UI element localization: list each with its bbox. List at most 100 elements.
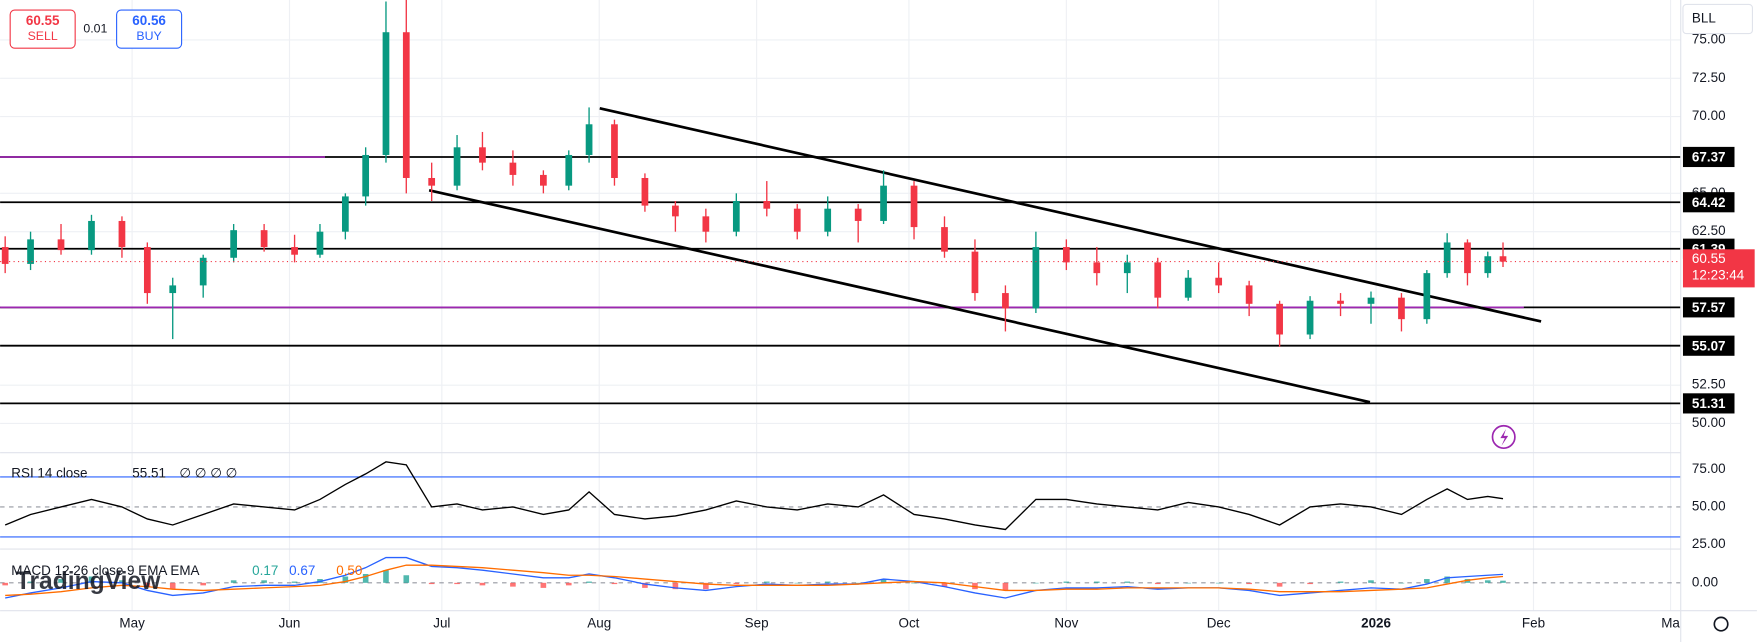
- histogram-bar: [1063, 581, 1070, 583]
- macd-line: [5, 556, 1504, 599]
- indicator-value: 55.51: [132, 465, 166, 480]
- candle-body: [362, 154, 370, 197]
- buy-label: BUY: [136, 29, 161, 43]
- x-tick-label: 2026: [1361, 616, 1391, 631]
- candle-body: [565, 154, 573, 186]
- x-tick-label: Sep: [745, 616, 769, 631]
- x-tick-label: Oct: [898, 616, 919, 631]
- histogram-bar: [1337, 581, 1344, 583]
- candle-body: [316, 231, 324, 255]
- last-price-tag: [1682, 249, 1755, 288]
- histogram-bar: [1246, 582, 1252, 585]
- indicator-name: RSI 14 close: [11, 465, 87, 480]
- symbol: BLL: [1692, 11, 1716, 26]
- histogram-bar: [855, 582, 861, 584]
- y-tick-label: 75.00: [1692, 461, 1726, 476]
- histogram-bar: [1033, 582, 1039, 584]
- histogram-bar: [454, 582, 460, 585]
- countdown: 12:23:44: [1692, 268, 1745, 283]
- price-axis-bg: [1680, 0, 1757, 642]
- histogram-bar: [1368, 580, 1374, 583]
- candle-body: [453, 147, 461, 186]
- candle-body: [611, 124, 618, 178]
- histogram-bar: [428, 582, 435, 585]
- sell-button[interactable]: [9, 9, 76, 49]
- histogram-bar: [1398, 582, 1405, 584]
- spread: 0.01: [83, 21, 107, 35]
- histogram-bar: [941, 582, 948, 587]
- histogram-bar: [1215, 582, 1222, 584]
- histogram-bar: [1424, 579, 1430, 583]
- level-tag: [1682, 393, 1735, 414]
- y-tick-label: 75.00: [1692, 31, 1726, 46]
- candle-body: [1276, 303, 1283, 335]
- candle-body: [1062, 247, 1070, 263]
- histogram-bar: [1500, 580, 1506, 583]
- level-tag: [1682, 192, 1735, 213]
- histogram-bar: [1124, 581, 1131, 583]
- indicator-value: 0.50: [336, 563, 362, 578]
- level-label: 51.31: [1692, 396, 1726, 411]
- histogram-bar: [763, 581, 770, 583]
- candle-body: [1002, 293, 1009, 309]
- histogram-bar: [1185, 582, 1192, 584]
- trendline: [428, 188, 1371, 404]
- histogram-bar: [510, 582, 516, 587]
- trendline: [599, 107, 1542, 323]
- candle-body: [702, 216, 710, 232]
- y-tick-label: 25.00: [1692, 536, 1726, 551]
- settings-icon[interactable]: [1713, 616, 1729, 632]
- sell-label: SELL: [28, 29, 58, 43]
- indicator-name: MACD 12 26 close 9 EMA EMA: [11, 563, 199, 578]
- symbol-box[interactable]: [1682, 3, 1753, 35]
- x-tick-label: Ma: [1661, 616, 1680, 631]
- candle-body: [402, 32, 410, 178]
- candle-body: [57, 239, 65, 251]
- candle-body: [1499, 256, 1507, 262]
- candle-body: [763, 201, 771, 209]
- level-label: 57.57: [1692, 300, 1726, 315]
- candle-body: [641, 177, 649, 206]
- x-tick-label: Nov: [1054, 616, 1078, 631]
- histogram-bar: [119, 580, 125, 583]
- histogram-bar: [230, 580, 237, 583]
- buy-button[interactable]: [116, 9, 183, 49]
- histogram-bar: [144, 582, 151, 587]
- candle-body: [1398, 297, 1405, 320]
- histogram-bar: [2, 582, 8, 586]
- histogram-bar: [58, 579, 64, 583]
- candle-body: [199, 257, 207, 286]
- candle-body: [1443, 242, 1451, 274]
- histogram-bar: [911, 582, 917, 584]
- histogram-bar: [586, 581, 592, 583]
- y-tick-label: 50.00: [1692, 498, 1726, 513]
- histogram-bar: [565, 582, 572, 586]
- candle-body: [793, 208, 801, 232]
- histogram-bar: [362, 573, 369, 583]
- sell-price: 60.55: [26, 13, 60, 28]
- x-tick-label: Aug: [587, 616, 611, 631]
- candle-body: [1093, 262, 1101, 274]
- histogram-bar: [169, 582, 176, 590]
- histogram-bar: [733, 582, 740, 585]
- candle-body: [1032, 247, 1040, 309]
- indicator-value: 0.67: [289, 563, 315, 578]
- candle-body: [1337, 300, 1344, 304]
- level-label: 55.07: [1692, 338, 1726, 353]
- level-tag: [1682, 146, 1735, 168]
- histogram-bar: [611, 582, 618, 585]
- histogram-bar: [1154, 582, 1161, 585]
- x-tick-label: May: [119, 616, 145, 631]
- histogram-bar: [261, 580, 267, 583]
- candle-body: [941, 227, 948, 252]
- candle-body: [732, 201, 740, 232]
- candle-body: [169, 285, 177, 294]
- rsi-line: [4, 461, 1504, 531]
- histogram-bar: [291, 581, 298, 583]
- candle-body: [291, 247, 298, 255]
- histogram-bar: [27, 581, 34, 583]
- candle-body: [1215, 277, 1223, 286]
- histogram-bar: [383, 570, 389, 583]
